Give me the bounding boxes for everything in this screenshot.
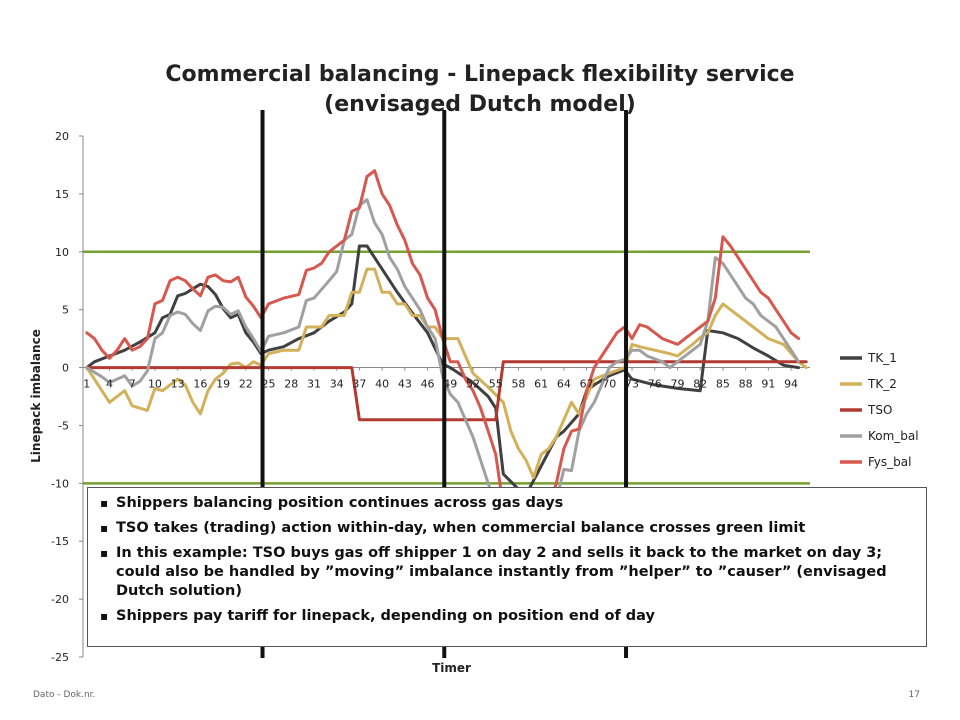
series-line-kom-bal bbox=[85, 198, 801, 607]
x-tick-label: 85 bbox=[716, 378, 730, 391]
x-tick-label: 58 bbox=[511, 378, 525, 391]
x-tick-label: 1 bbox=[83, 378, 90, 391]
page-number: 17 bbox=[908, 690, 920, 700]
y-tick-label: 5 bbox=[62, 304, 69, 317]
y-tick-label: -10 bbox=[51, 477, 69, 490]
series-line-tso bbox=[85, 360, 808, 422]
y-tick-label: 0 bbox=[62, 362, 69, 375]
x-tick-label: 52 bbox=[466, 378, 480, 391]
bullet-item: Shippers pay tariff for linepack, depend… bbox=[98, 607, 916, 626]
x-tick-label: 61 bbox=[534, 378, 548, 391]
legend-label: Fys_bal bbox=[868, 455, 911, 469]
x-tick-label: 28 bbox=[284, 378, 298, 391]
x-tick-label: 40 bbox=[375, 378, 389, 391]
x-tick-label: 10 bbox=[148, 378, 162, 391]
y-tick-label: 20 bbox=[55, 130, 69, 143]
bullet-item: In this example: TSO buys gas off shippe… bbox=[98, 544, 916, 601]
chart-title: Commercial balancing - Linepack flexibil… bbox=[100, 60, 860, 120]
x-tick-label: 91 bbox=[761, 378, 775, 391]
bullet-list: Shippers balancing position continues ac… bbox=[98, 494, 916, 626]
x-tick-label: 37 bbox=[352, 378, 366, 391]
x-tick-label: 73 bbox=[625, 378, 639, 391]
x-tick-label: 55 bbox=[489, 378, 503, 391]
x-tick-label: 19 bbox=[216, 378, 230, 391]
x-tick-label: 88 bbox=[739, 378, 753, 391]
legend-label: TSO bbox=[867, 403, 892, 417]
x-tick-label: 82 bbox=[693, 378, 707, 391]
y-tick-label: -15 bbox=[51, 535, 69, 548]
y-tick-label: 15 bbox=[55, 188, 69, 201]
footer-doc-ref: Dato - Dok.nr. bbox=[33, 690, 96, 700]
y-tick-label: -25 bbox=[51, 651, 69, 664]
x-tick-label: 13 bbox=[171, 378, 185, 391]
chart-title-line-1: Commercial balancing - Linepack flexibil… bbox=[165, 62, 795, 87]
bullet-item: TSO takes (trading) action within-day, w… bbox=[98, 519, 916, 538]
legend-label: TK_2 bbox=[867, 377, 897, 391]
x-tick-label: 46 bbox=[421, 378, 435, 391]
x-tick-label: 70 bbox=[602, 378, 616, 391]
series-line-tk-1 bbox=[85, 244, 801, 497]
x-tick-label: 7 bbox=[129, 378, 136, 391]
y-tick-label: 10 bbox=[55, 246, 69, 259]
x-tick-label: 49 bbox=[443, 378, 457, 391]
x-tick-label: 79 bbox=[670, 378, 684, 391]
y-tick-label: -5 bbox=[58, 419, 69, 432]
x-tick-label: 25 bbox=[262, 378, 276, 391]
x-tick-label: 16 bbox=[193, 378, 207, 391]
x-tick-label: 67 bbox=[580, 378, 594, 391]
x-tick-label: 4 bbox=[106, 378, 113, 391]
bullet-box: Shippers balancing position continues ac… bbox=[87, 487, 927, 647]
x-tick-label: 43 bbox=[398, 378, 412, 391]
x-tick-label: 94 bbox=[784, 378, 798, 391]
y-tick-label: -20 bbox=[51, 593, 69, 606]
series-line-tk-2 bbox=[85, 267, 808, 479]
x-tick-label: 22 bbox=[239, 378, 253, 391]
x-tick-label: 76 bbox=[648, 378, 662, 391]
x-tick-label: 34 bbox=[330, 378, 344, 391]
y-axis-title: Linepack imbalance bbox=[29, 329, 43, 463]
legend-label: Kom_bal bbox=[868, 429, 919, 443]
chart-title-line-2: (envisaged Dutch model) bbox=[324, 92, 636, 117]
bullet-item: Shippers balancing position continues ac… bbox=[98, 494, 916, 513]
series-line-fys-bal bbox=[85, 169, 801, 647]
x-tick-label: 64 bbox=[557, 378, 571, 391]
legend-label: TK_1 bbox=[867, 351, 897, 365]
x-tick-label: 31 bbox=[307, 378, 321, 391]
x-axis-title: Timer bbox=[432, 661, 471, 675]
